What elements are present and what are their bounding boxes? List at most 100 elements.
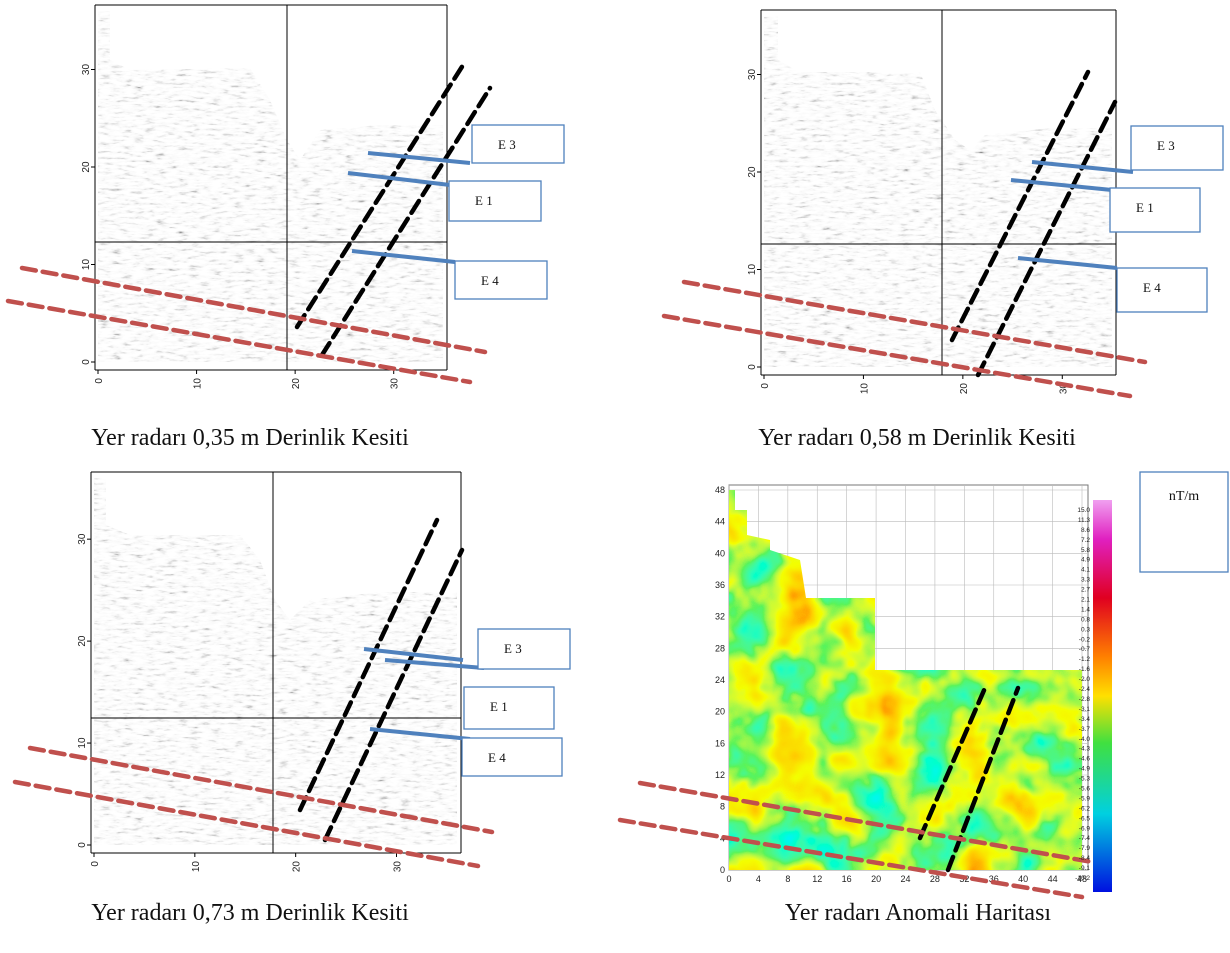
label-box [472, 125, 564, 163]
caption: Yer radarı 0,58 m Derinlik Kesiti [758, 425, 1076, 451]
y-tick-label: 10 [747, 264, 758, 276]
y-tick-label: 36 [715, 580, 725, 590]
label-box [1117, 268, 1207, 312]
label-text: E 4 [1143, 280, 1161, 295]
colorbar-label: 4.9 [1081, 557, 1090, 564]
colorbar-label: -4.9 [1079, 766, 1091, 773]
colorbar-label: -5.3 [1079, 776, 1091, 783]
colorbar-label: 7.2 [1081, 537, 1090, 544]
colorbar-label: -2.0 [1079, 676, 1091, 683]
y-tick-label: 0 [81, 359, 92, 365]
colorbar-label: -3.4 [1079, 716, 1091, 723]
gpr-panel: 0 10 20 30 0 10 20 30 E 3 E 1 E 4 Yer radarı 0,73 m… [15, 472, 570, 926]
y-tick-label: 20 [715, 707, 725, 717]
colorbar-label: -3.1 [1079, 706, 1091, 713]
y-tick-label: 0 [720, 865, 725, 875]
y-tick-label: 48 [715, 485, 725, 495]
label-box [464, 687, 554, 729]
x-tick-label: 20 [292, 861, 303, 873]
x-tick-label: 0 [760, 383, 771, 389]
label-box [455, 261, 547, 299]
colorbar-label: -6.2 [1079, 805, 1091, 812]
colorbar-label: 2.1 [1081, 597, 1090, 604]
colorbar-label: -6.5 [1079, 815, 1091, 822]
colorbar-label: -4.3 [1079, 746, 1091, 753]
colorbar-label: -5.6 [1079, 785, 1091, 792]
colorbar-label: -2.8 [1079, 696, 1091, 703]
colorbar-label: 15.0 [1077, 507, 1090, 514]
colorbar-label: 1.4 [1081, 606, 1090, 613]
colorbar-label: 8.6 [1081, 527, 1090, 534]
colorbar-label: 11.3 [1078, 517, 1091, 524]
x-tick-label: 12 [812, 874, 822, 884]
x-tick-label: 4 [756, 874, 761, 884]
label-text: E 3 [504, 641, 522, 656]
colorbar-label: 4.1 [1081, 567, 1090, 574]
unit-box [1140, 472, 1228, 572]
caption: Yer radarı 0,73 m Derinlik Kesiti [91, 900, 409, 926]
colorbar-label: -1.6 [1079, 666, 1091, 673]
y-tick-label: 16 [715, 738, 725, 748]
x-tick-label: 10 [191, 861, 202, 873]
colorbar-label: -8.4 [1079, 855, 1091, 862]
colorbar-label: -4.6 [1079, 756, 1091, 763]
colorbar-label: -6.9 [1079, 825, 1091, 832]
x-tick-label: 0 [90, 861, 101, 867]
x-tick-label: 8 [785, 874, 790, 884]
label-text: E 4 [488, 750, 506, 765]
x-tick-label: 20 [959, 383, 970, 395]
label-box [1110, 188, 1200, 232]
y-tick-label: 10 [81, 259, 92, 271]
y-tick-label: 40 [715, 548, 725, 558]
y-tick-label: 44 [715, 517, 725, 527]
label-text: E 1 [1136, 200, 1154, 215]
y-tick-label: 10 [77, 737, 88, 749]
colorbar-label: -2.4 [1079, 686, 1091, 693]
y-tick-label: 20 [747, 166, 758, 178]
x-tick-label: 40 [1018, 874, 1028, 884]
y-tick-label: 20 [77, 635, 88, 647]
label-text: E 3 [498, 137, 516, 152]
x-tick-label: 28 [930, 874, 940, 884]
colorbar-label: -0.2 [1079, 636, 1091, 643]
colorbar-label: 5.8 [1081, 547, 1090, 554]
x-tick-label: 24 [900, 874, 910, 884]
colorbar-label: 2.7 [1081, 587, 1090, 594]
colorbar-label: -0.7 [1079, 646, 1091, 653]
x-tick-label: 0 [94, 378, 105, 384]
caption: Yer radarı Anomali Haritası [785, 900, 1052, 926]
gpr-image [764, 16, 1112, 367]
colorbar-label: -10.2 [1075, 875, 1090, 882]
colorbar-label: -4.0 [1079, 736, 1091, 743]
label-text: E 4 [481, 273, 499, 288]
x-tick-label: 10 [193, 378, 204, 390]
x-tick-label: 16 [842, 874, 852, 884]
x-tick-label: 30 [393, 861, 404, 873]
y-tick-label: 28 [715, 643, 725, 653]
caption: Yer radarı 0,35 m Derinlik Kesiti [91, 425, 409, 451]
y-tick-label: 12 [715, 770, 725, 780]
y-tick-label: 32 [715, 612, 725, 622]
anomaly-panel: 0481216202428323640444804812162024283236… [620, 472, 1228, 926]
y-tick-label: 24 [715, 675, 725, 685]
label-box [449, 181, 541, 221]
y-tick-label: 30 [81, 64, 92, 76]
colorbar-label: -7.9 [1079, 845, 1091, 852]
colorbar-label: -9.1 [1079, 865, 1091, 872]
y-tick-label: 30 [747, 69, 758, 81]
label-box [462, 738, 562, 776]
label-box [1131, 126, 1223, 170]
y-tick-label: 0 [77, 842, 88, 848]
colorbar [1093, 500, 1112, 892]
y-tick-label: 0 [747, 364, 758, 370]
y-tick-label: 20 [81, 161, 92, 173]
colorbar-label: -1.2 [1079, 656, 1091, 663]
x-tick-label: 20 [291, 378, 302, 390]
label-text: E 1 [490, 699, 508, 714]
colorbar-label: 0.8 [1081, 616, 1090, 623]
y-tick-label: 30 [77, 533, 88, 545]
x-tick-label: 20 [871, 874, 881, 884]
label-text: E 3 [1157, 138, 1175, 153]
